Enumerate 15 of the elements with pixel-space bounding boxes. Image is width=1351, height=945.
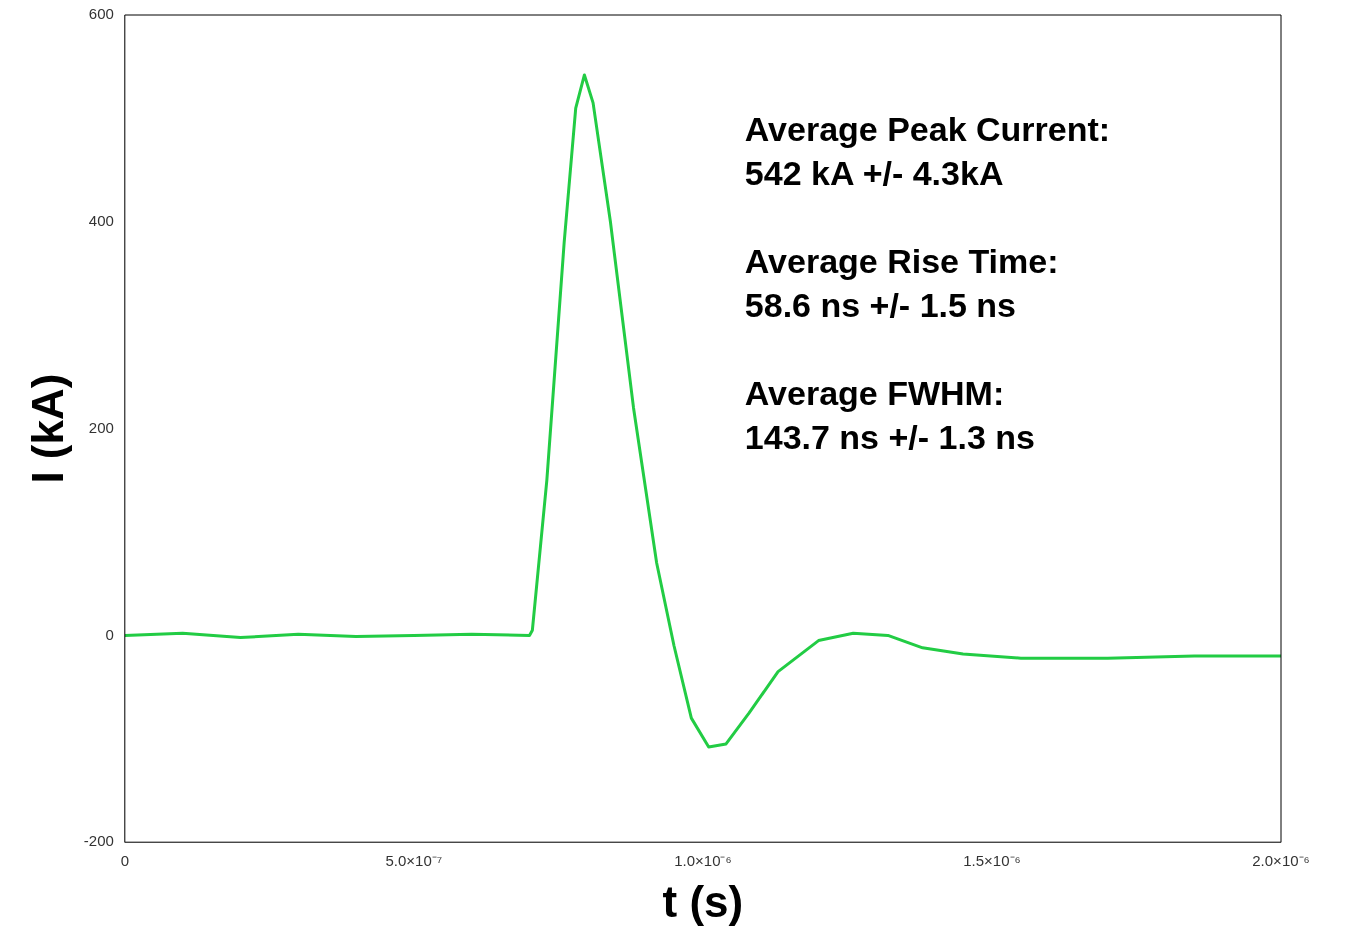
y-tick-label: 600 [88, 5, 114, 23]
y-tick-label: 400 [88, 211, 114, 229]
y-axis-title: I (kA) [22, 373, 72, 484]
x-tick-label: 0 [120, 852, 129, 870]
x-tick-label: 2.0×10⁻⁶ [1252, 852, 1310, 870]
y-tick-label: 0 [105, 625, 114, 643]
annotation: Average Peak Current: 542 kA +/- 4.3kA [744, 110, 1111, 193]
annotation: Average Rise Time: 58.6 ns +/- 1.5 ns [744, 242, 1059, 325]
annotation: Average FWHM: 143.7 ns +/- 1.3 ns [744, 374, 1035, 457]
x-tick-label: 1.5×10⁻⁶ [963, 852, 1021, 870]
x-tick-label: 5.0×10⁻⁷ [385, 852, 443, 870]
y-tick-label: -200 [83, 832, 114, 850]
y-tick-label: 200 [88, 418, 114, 436]
x-tick-label: 1.0×10⁻⁶ [674, 852, 732, 870]
x-axis-title: t (s) [662, 876, 744, 926]
